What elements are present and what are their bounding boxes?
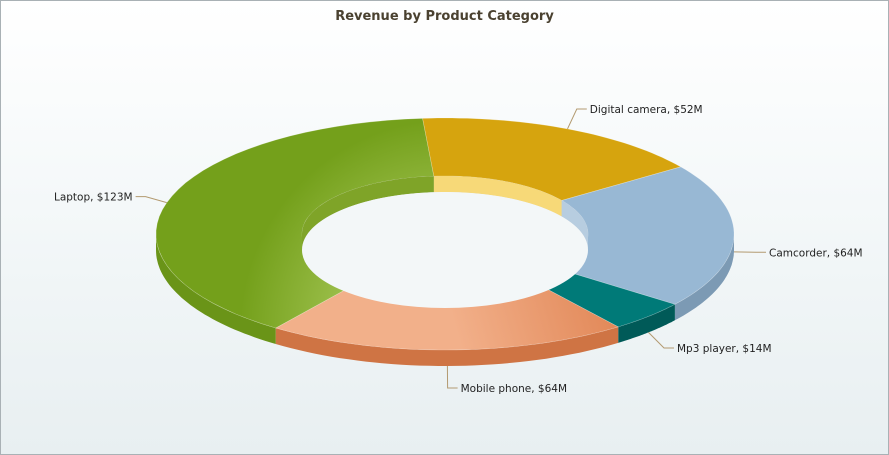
chart-title: Revenue by Product Category (335, 9, 554, 24)
data-label: Mobile phone, $64M (461, 383, 567, 395)
data-label: Digital camera, $52M (590, 104, 703, 116)
hole-wall-4 (433, 176, 562, 217)
data-label: Camcorder, $64M (769, 247, 863, 259)
leader-line (567, 108, 587, 130)
doughnut-hole (302, 192, 588, 308)
slice-side-1 (618, 304, 675, 343)
hole-wall-0 (561, 200, 588, 250)
leader-line (135, 196, 167, 204)
slice-side-0 (674, 234, 734, 321)
hole-wall-3 (302, 176, 434, 250)
leader-line (648, 332, 674, 349)
slice-side-3 (156, 234, 276, 344)
data-label: Laptop, $123M (54, 192, 133, 204)
slice-side-2 (275, 326, 619, 366)
leader-line (446, 365, 458, 389)
data-label: Mp3 player, $14M (677, 343, 772, 355)
